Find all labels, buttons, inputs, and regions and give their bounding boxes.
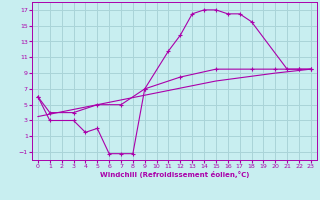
X-axis label: Windchill (Refroidissement éolien,°C): Windchill (Refroidissement éolien,°C) xyxy=(100,171,249,178)
